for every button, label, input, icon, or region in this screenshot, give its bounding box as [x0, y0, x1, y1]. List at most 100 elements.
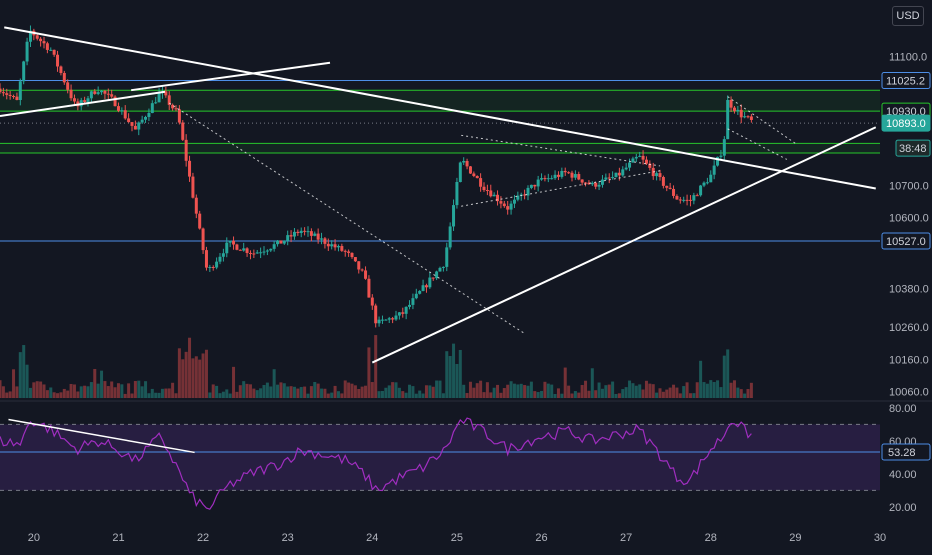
candle-body [242, 248, 246, 251]
volume-bar [252, 388, 256, 398]
price-axis-tick: 10260.0 [889, 322, 929, 334]
candle-body [89, 91, 93, 99]
price-axis-tick: 10160.0 [889, 354, 929, 366]
currency-label[interactable]: USD [892, 6, 924, 26]
volume-bar [39, 381, 43, 398]
volume-bar [743, 393, 747, 398]
candle-body [235, 244, 239, 250]
resistance-zone [0, 90, 880, 112]
volume-bar [116, 383, 120, 398]
candle-body [130, 122, 134, 126]
candle-body [364, 270, 368, 279]
candle-body [350, 252, 354, 258]
volume-bar [59, 392, 63, 398]
time-axis-tick: 24 [366, 532, 378, 544]
candle-body [401, 312, 405, 314]
volume-bar [171, 382, 175, 398]
volume-bar [611, 381, 615, 398]
volume-bar [543, 381, 547, 398]
candle-body [1, 92, 5, 94]
candle-body [140, 119, 144, 123]
candle-body [313, 233, 317, 236]
volume-bar [590, 368, 594, 398]
candle-body [543, 178, 547, 180]
candle-body [137, 122, 141, 130]
candle-body [343, 250, 347, 252]
candle-body [69, 89, 73, 99]
volume-bar [506, 384, 510, 398]
candle-body [387, 318, 391, 320]
volume-bar [343, 380, 347, 398]
candle-body [150, 103, 154, 114]
rsi-value-label: 53.28 [888, 447, 916, 459]
volume-bar [191, 358, 195, 398]
volume-bar [462, 384, 466, 398]
volume-bar [556, 388, 560, 398]
candle-body [336, 246, 340, 248]
volume-bar [235, 391, 239, 398]
volume-bar [238, 385, 242, 398]
candle-body [512, 199, 516, 204]
candle-body [367, 278, 371, 298]
volume-bar [540, 390, 544, 398]
volume-bar [692, 393, 696, 398]
volume-bar [580, 385, 584, 398]
candle-body [668, 187, 672, 189]
candle-body [617, 172, 621, 176]
candle-body [353, 257, 357, 262]
candle-body [174, 108, 178, 110]
candle-body [66, 82, 70, 90]
candle-body [628, 162, 632, 168]
volume-bar [120, 384, 124, 398]
time-axis-tick: 20 [28, 532, 40, 544]
price-axis-tick: 11100.0 [889, 51, 927, 63]
volume-bar [100, 370, 104, 398]
candle-body [265, 250, 269, 252]
candle-body [252, 253, 256, 255]
candle-body [380, 319, 384, 321]
candle-body [736, 109, 740, 112]
candle-body [12, 96, 16, 98]
volume-bar [644, 380, 648, 398]
candle-body [269, 248, 273, 251]
candle-body [424, 285, 428, 288]
volume-bar [536, 392, 540, 398]
candle-body [282, 240, 286, 244]
volume-bar [225, 389, 229, 398]
candle-body [452, 205, 456, 227]
volume-bar [499, 392, 503, 398]
time-axis-tick: 23 [282, 532, 294, 544]
volume-bar [445, 351, 449, 398]
volume-bar [479, 380, 483, 398]
volume-bar [174, 393, 178, 398]
volume-bar [313, 381, 317, 398]
volume-bar [716, 380, 720, 398]
volume-bar [512, 383, 516, 398]
volume-bar [367, 347, 371, 398]
volume-bar [12, 369, 16, 398]
volume-bar [573, 391, 577, 398]
volume-bar [255, 390, 259, 398]
volume-bar [712, 382, 716, 398]
candle-body [468, 166, 472, 174]
volume-bar [79, 386, 83, 398]
candle-body [600, 179, 604, 185]
volume-bar [86, 386, 90, 398]
volume-bar [722, 355, 726, 398]
volume-bar [289, 386, 293, 398]
candle-body [248, 252, 252, 254]
candle-body [661, 177, 665, 186]
candle-body [8, 94, 12, 97]
candle-body [42, 41, 46, 44]
volume-bar [333, 385, 337, 398]
candle-body [594, 182, 598, 187]
candle-body [682, 199, 686, 201]
candle-body [414, 293, 418, 299]
volume-bar [201, 353, 205, 398]
volume-bar [340, 393, 344, 398]
volume-bar [387, 385, 391, 398]
volume-bar [631, 383, 635, 398]
price-label: 10527.0 [886, 236, 926, 248]
